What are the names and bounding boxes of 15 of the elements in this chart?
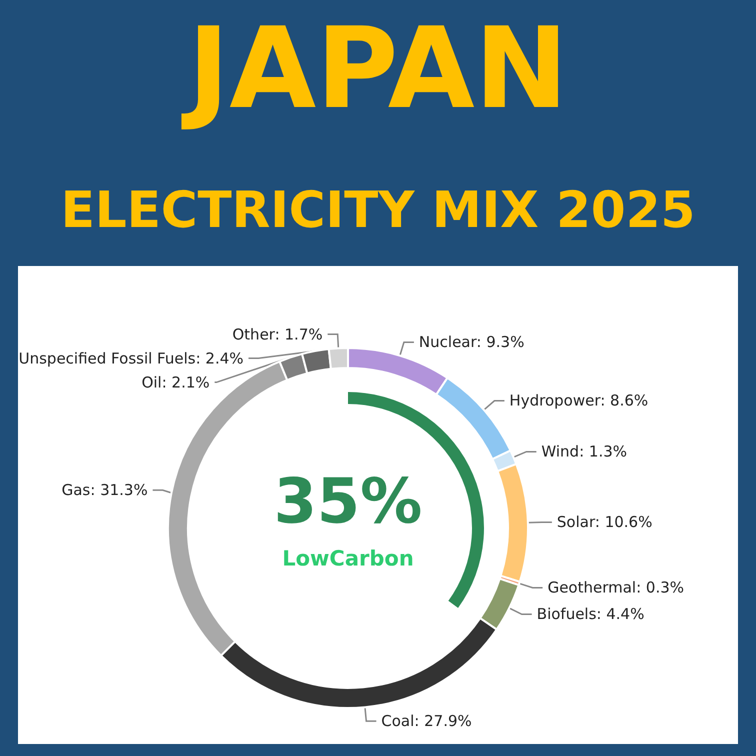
chart-subtitle: ELECTRICITY MIX 2025 — [60, 181, 696, 239]
chart-title: JAPAN — [180, 4, 568, 134]
slice-label: Geothermal: 0.3% — [548, 578, 684, 597]
text: LowCarbon — [282, 546, 414, 570]
slice-label: Oil: 2.1% — [142, 373, 210, 392]
slice-label: Biofuels: 4.4% — [536, 605, 644, 624]
slice-label: Hydropower: 8.6% — [509, 392, 648, 410]
slice-label: Solar: 10.6% — [556, 513, 652, 532]
slice-label: Unspecified Fossil Fuels: 2.4% — [18, 349, 244, 368]
slice-label: Nuclear: 9.3% — [418, 333, 524, 352]
slice-label: Coal: 27.9% — [381, 712, 472, 730]
slice-label: Wind: 1.3% — [541, 442, 628, 461]
slice-label: Gas: 31.3% — [62, 481, 148, 500]
slice-label: Other: 1.7% — [232, 325, 323, 344]
text: 35% — [274, 464, 422, 538]
